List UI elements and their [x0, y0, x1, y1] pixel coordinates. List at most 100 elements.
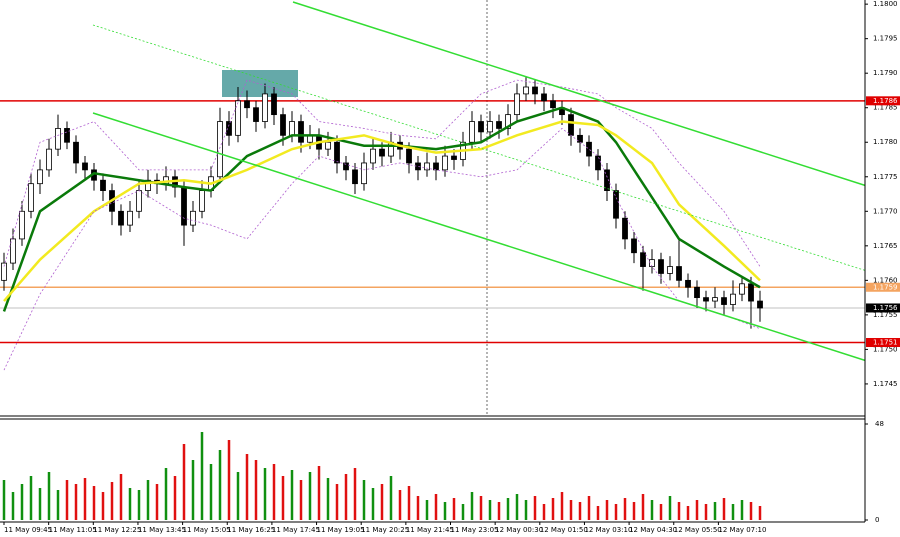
candle-body	[10, 238, 16, 264]
indicator-line	[3, 120, 761, 302]
candle-body	[55, 128, 61, 150]
x-tick-label: 11 May 16:25	[227, 526, 275, 534]
candle-body	[694, 286, 700, 299]
candle-body	[667, 266, 673, 274]
x-tick-label: 12 May 03:10	[584, 526, 632, 534]
candle-body	[703, 297, 709, 302]
candle-body	[442, 155, 448, 171]
candle-body	[748, 283, 754, 302]
y-tick-label: 1.1755	[873, 311, 898, 319]
candle-body	[271, 93, 277, 116]
candle-body	[262, 93, 268, 122]
candle-body	[541, 93, 547, 102]
x-tick-label: 12 May 05:50	[674, 526, 722, 534]
candle-body	[181, 186, 187, 226]
plot	[0, 76, 865, 520]
candle-body	[739, 283, 745, 295]
x-tick-label: 11 May 09:45	[4, 526, 52, 534]
trend-channel	[92, 1, 871, 363]
candle-body	[721, 297, 727, 305]
level-label-box	[866, 282, 900, 292]
candle-body	[595, 155, 601, 171]
y-tick-label: 1.1765	[873, 242, 898, 250]
candle-body	[613, 190, 619, 219]
x-tick-label: 11 May 20:25	[361, 526, 409, 534]
candle-body	[280, 114, 286, 136]
x-tick-label: 11 May 12:25	[93, 526, 141, 534]
candle-body	[631, 238, 637, 254]
y-tick-label: 1.1760	[873, 276, 898, 284]
highlight-box	[222, 70, 298, 97]
x-tick-label: 12 May 04:30	[629, 526, 677, 534]
axis-bg	[865, 0, 900, 537]
candle-body	[1, 262, 7, 281]
candle-body	[415, 162, 421, 171]
candle-body	[82, 162, 88, 171]
y-tick-label: 1.1745	[873, 380, 898, 388]
candle-body	[433, 162, 439, 171]
candle-body	[676, 266, 682, 281]
candle-body	[37, 169, 43, 185]
candle-body	[361, 162, 367, 185]
level-label: 1.1751	[873, 338, 898, 346]
candle-body	[325, 141, 331, 150]
candle-body	[550, 100, 556, 109]
candle-body	[406, 148, 412, 164]
candle-body	[145, 179, 151, 191]
candle-body	[469, 121, 475, 143]
indicator-line	[3, 79, 761, 267]
x-tick-label: 11 May 21:45	[406, 526, 454, 534]
candle-body	[190, 210, 196, 226]
candle-body	[604, 169, 610, 191]
candle-body	[334, 141, 340, 164]
axes: 1.1800 1.1795 1.1790 1.1785 1.1780 1.1775 1.17…	[3, 0, 900, 534]
candle-body	[235, 100, 241, 136]
level-label-box	[866, 96, 900, 106]
candle-body	[586, 141, 592, 157]
candle-body	[478, 121, 484, 133]
y-tick-label: 1.1775	[873, 173, 898, 181]
candle-body	[28, 183, 34, 212]
candle-body	[100, 179, 106, 191]
annotations	[222, 0, 488, 415]
y-tick-label: 1.1770	[873, 207, 898, 215]
candle-body	[343, 162, 349, 171]
channel-lower	[92, 112, 871, 363]
candle-body	[46, 148, 52, 171]
candle-body	[217, 121, 223, 178]
y-tick-label: 1.1785	[873, 104, 898, 112]
candle-body	[199, 190, 205, 212]
candle-body	[451, 155, 457, 160]
level-label: 1.1786	[873, 97, 898, 105]
candle-body	[226, 121, 232, 136]
candle-body	[379, 148, 385, 157]
x-tick-label: 12 May 00:30	[495, 526, 543, 534]
candle-body	[127, 210, 133, 226]
candle-body	[352, 169, 358, 185]
candle-body	[730, 293, 736, 305]
candle-body	[64, 128, 70, 143]
candle-body	[622, 217, 628, 240]
candle-body	[136, 190, 142, 212]
candle-body	[685, 279, 691, 288]
candle-body	[532, 86, 538, 95]
candle-body	[289, 121, 295, 136]
candle-body	[424, 162, 430, 171]
candle-body	[118, 210, 124, 226]
level-label-box	[866, 337, 900, 347]
candle-body	[253, 107, 259, 122]
x-tick-label: 11 May 23:05	[451, 526, 499, 534]
x-tick-label: 11 May 13:45	[138, 526, 186, 534]
candle-body	[568, 114, 574, 136]
candle-body	[577, 134, 583, 143]
candle-body	[244, 100, 250, 109]
candle-body	[514, 93, 520, 116]
indicator-line	[3, 127, 761, 371]
volume-tick-label: 0	[875, 516, 879, 524]
y-tick-label: 1.1780	[873, 138, 898, 146]
x-tick-label: 11 May 15:05	[183, 526, 231, 534]
y-tick-label: 1.1790	[873, 69, 898, 77]
